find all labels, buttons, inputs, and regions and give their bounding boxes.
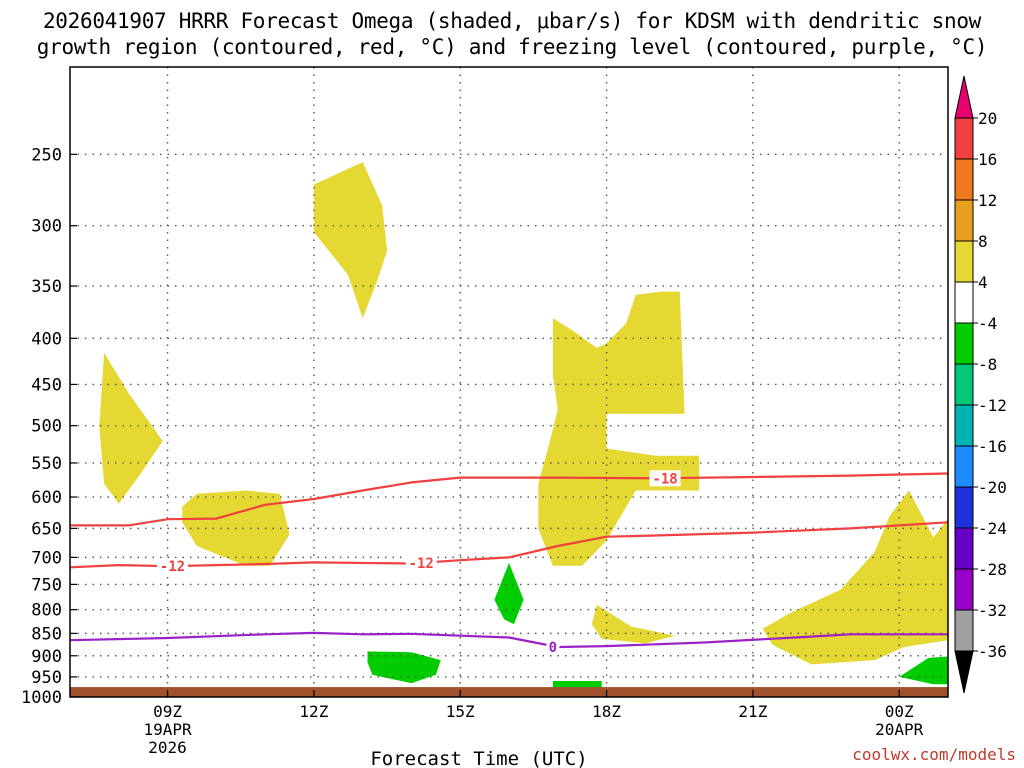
- colorbar-band-10: [954, 486, 974, 529]
- colorbar-label-4: 8: [978, 232, 988, 251]
- y-tick-label-300: 300: [31, 217, 62, 237]
- x-tick-label-18Z: 18Z: [592, 702, 621, 721]
- x-tick-label-12Z: 12Z: [299, 702, 328, 721]
- y-tick-label-550: 550: [31, 454, 62, 474]
- plot-area: -18 -12 -12 0: [70, 67, 948, 697]
- colorbar-label-13: -32: [978, 601, 1007, 620]
- y-tick-label-850: 850: [31, 624, 62, 644]
- colorbar-label-14: -36: [978, 642, 1007, 661]
- contour-label-3: -12: [409, 556, 434, 572]
- x-tick-label-15Z: 15Z: [446, 702, 475, 721]
- colorbar-band-1: [954, 117, 974, 160]
- contour-label-4: 0: [549, 640, 557, 656]
- contour-minus18: [70, 472, 948, 527]
- colorbar-label-11: -24: [978, 519, 1007, 538]
- title-line-1: 2026041907 HRRR Forecast Omega (shaded, …: [42, 9, 982, 33]
- y-tick-label-450: 450: [31, 375, 62, 395]
- colorbar-band-4: [954, 240, 974, 283]
- colorbar-label-10: -20: [978, 478, 1007, 497]
- y-tick-label-950: 950: [31, 668, 62, 688]
- x-tick-label-09Z: 09Z: [153, 702, 182, 721]
- colorbar-band-8: [954, 404, 974, 447]
- omega-region-3: [313, 162, 388, 319]
- colorbar-band-11: [954, 527, 974, 570]
- y-tick-label-900: 900: [31, 647, 62, 667]
- colorbar-label-6: -4: [978, 314, 997, 333]
- colorbar-band-5: [954, 281, 974, 324]
- colorbar-label-9: -16: [978, 437, 1007, 456]
- contour-label-bg-4: [546, 638, 560, 655]
- credit-link[interactable]: coolwx.com/models: [852, 745, 1016, 764]
- omega-region-8: [367, 651, 441, 684]
- colorbar-band-7: [954, 363, 974, 406]
- y-tick-label-600: 600: [31, 488, 62, 508]
- y-tick-label-250: 250: [31, 145, 62, 165]
- colorbar-band-2: [954, 158, 974, 201]
- contour-label-bg-3: [405, 554, 437, 571]
- y-tick-label-350: 350: [31, 277, 62, 297]
- contour-label-bg-1: [649, 470, 681, 487]
- colorbar-label-7: -8: [978, 355, 997, 374]
- colorbar-band-13: [954, 609, 974, 652]
- y-tick-label-400: 400: [31, 329, 62, 349]
- omega-region-9: [552, 681, 602, 689]
- omega-region-10: [899, 656, 948, 685]
- colorbar-band-12: [954, 568, 974, 611]
- colorbar-band-6: [954, 322, 974, 365]
- chart-title: 2026041907 HRRR Forecast Omega (shaded, …: [0, 8, 1024, 60]
- y-tick-label-650: 650: [31, 519, 62, 539]
- y-tick-label-700: 700: [31, 548, 62, 568]
- contour-0: [70, 631, 948, 649]
- colorbar-label-2: 16: [978, 150, 997, 169]
- omega-region-4: [538, 291, 700, 566]
- x-tick-sublabel-00Z-1: 20APR: [875, 720, 924, 739]
- y-tick-label-750: 750: [31, 575, 62, 595]
- colorbar-bottom-arrow: [954, 650, 974, 694]
- omega-region-6: [762, 490, 948, 665]
- colorbar-label-8: -12: [978, 396, 1007, 415]
- omega-region-7: [494, 562, 524, 625]
- colorbar-label-3: 12: [978, 191, 997, 210]
- plot-frame: [69, 66, 949, 698]
- colorbar-label-5: 4: [978, 273, 988, 292]
- colorbar-label-1: 20: [978, 109, 997, 128]
- colorbar-band-9: [954, 445, 974, 488]
- surface-fill: [70, 687, 948, 697]
- x-tick-label-21Z: 21Z: [738, 702, 767, 721]
- contour-label-1: -18: [652, 471, 677, 487]
- contour-label-2: -12: [160, 559, 185, 575]
- x-tick-sublabel-09Z-2: 2026: [148, 738, 187, 757]
- omega-region-1: [99, 352, 163, 504]
- y-tick-label-800: 800: [31, 601, 62, 621]
- x-tick-label-00Z: 00Z: [885, 702, 914, 721]
- omega-region-5: [591, 604, 675, 644]
- y-tick-label-500: 500: [31, 417, 62, 437]
- contour-label-bg-2: [156, 558, 188, 575]
- x-axis-title: Forecast Time (UTC): [370, 748, 587, 768]
- colorbar-band-3: [954, 199, 974, 242]
- colorbar-label-12: -28: [978, 560, 1007, 579]
- x-tick-sublabel-09Z-1: 19APR: [143, 720, 192, 739]
- y-tick-label-1000: 1000: [21, 688, 62, 708]
- title-line-2: growth region (contoured, red, °C) and f…: [36, 35, 988, 59]
- colorbar-top-arrow: [954, 75, 974, 119]
